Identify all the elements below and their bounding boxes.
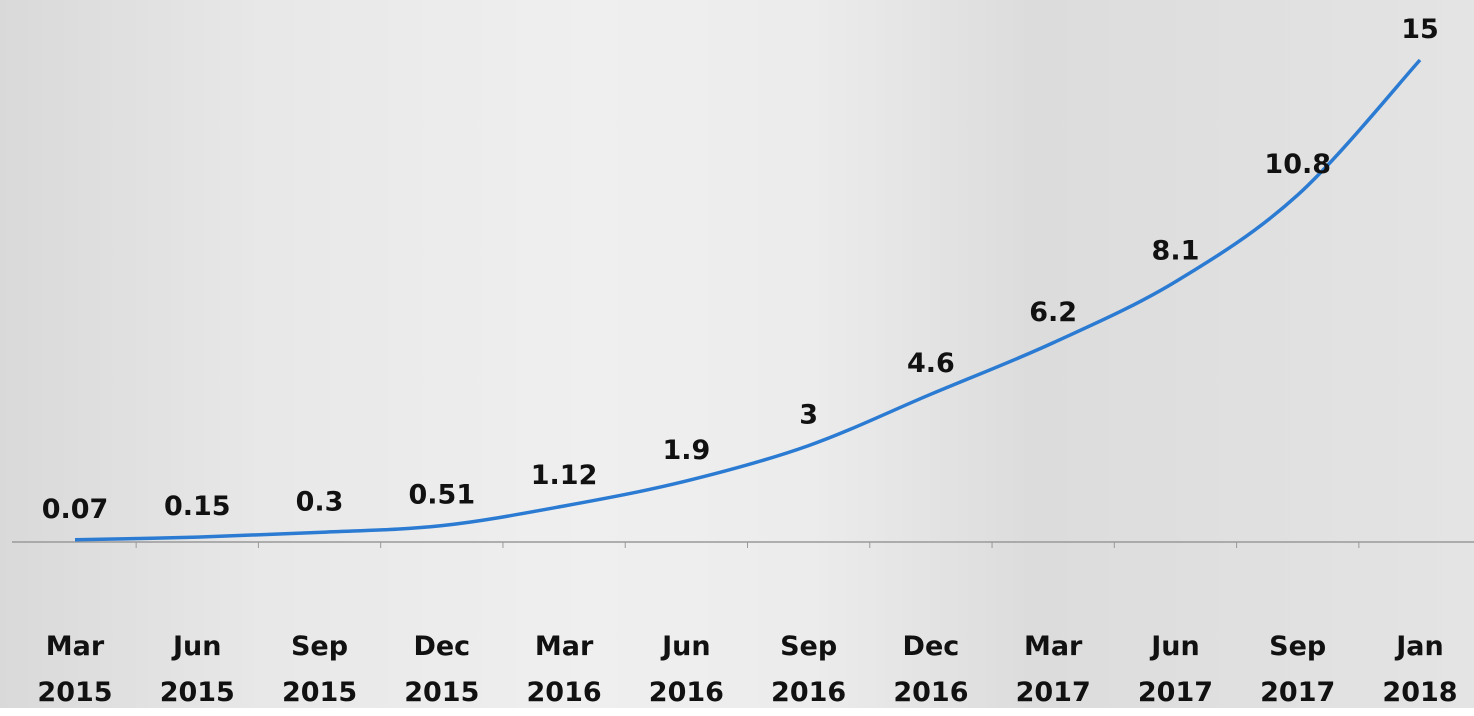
x-tick-label: Mar 2017 — [1003, 624, 1103, 716]
x-tick-label: Jun 2015 — [147, 624, 247, 716]
x-tick-label: Mar 2015 — [25, 624, 125, 716]
plot-area: 0.07 0.15 0.3 0.51 1.12 1.9 3 4.6 6.2 8.1 10.8 15 — [0, 0, 1474, 708]
data-label: 4.6 — [907, 348, 955, 379]
data-label: 10.8 — [1264, 149, 1331, 180]
x-tick-label: Mar 2016 — [514, 624, 614, 716]
x-tick-label: Jun 2017 — [1125, 624, 1225, 716]
x-tick-label: Dec 2015 — [392, 624, 492, 716]
x-tick-label: Sep 2016 — [759, 624, 859, 716]
data-label: 6.2 — [1029, 297, 1077, 328]
data-label: 15 — [1401, 14, 1439, 45]
data-label: 1.12 — [531, 460, 598, 491]
data-label: 1.9 — [662, 435, 710, 466]
data-label: 3 — [799, 400, 818, 431]
data-label: 0.51 — [409, 480, 476, 511]
data-label: 0.3 — [296, 486, 344, 517]
x-tick-label: Sep 2015 — [270, 624, 370, 716]
data-label: 8.1 — [1152, 236, 1200, 267]
x-tick-label: Jan 2018 — [1370, 624, 1470, 716]
x-tick-label: Sep 2017 — [1248, 624, 1348, 716]
x-tick-label: Jun 2016 — [636, 624, 736, 716]
data-label: 0.15 — [164, 491, 231, 522]
x-tick-label: Dec 2016 — [881, 624, 981, 716]
data-line — [75, 60, 1420, 540]
chart: 0.070.150.30.511.121.934.66.28.110.815 M… — [0, 0, 1474, 708]
data-label: 0.07 — [42, 494, 109, 525]
